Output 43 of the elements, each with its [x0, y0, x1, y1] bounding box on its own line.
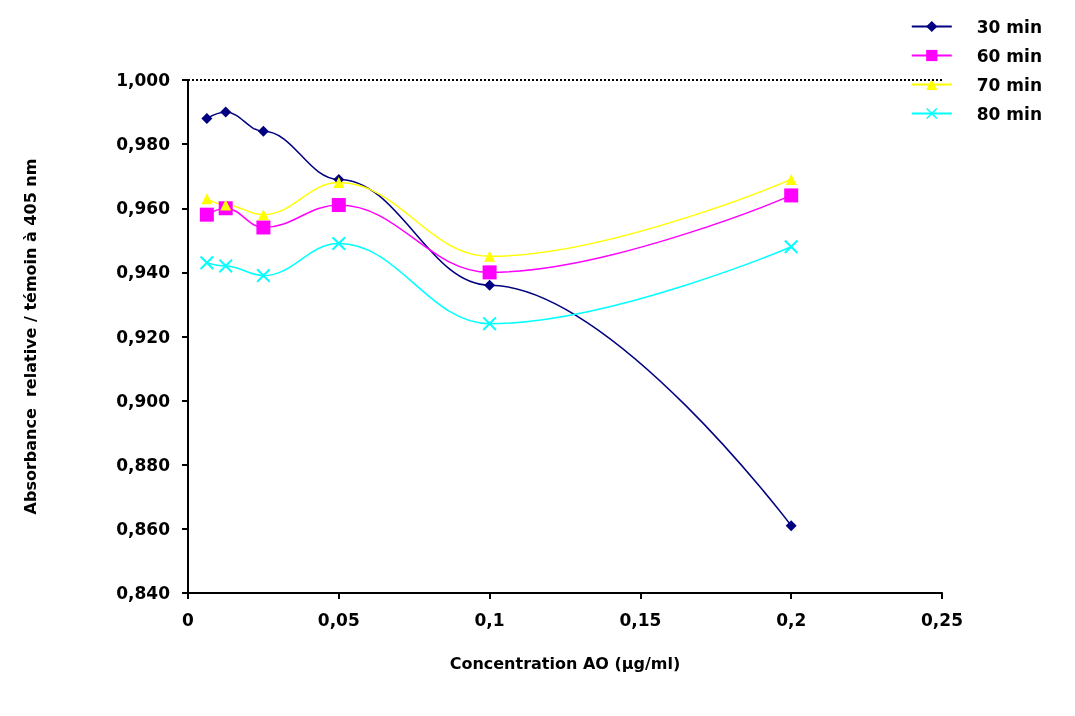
point	[785, 520, 797, 532]
point	[482, 265, 497, 280]
point	[218, 258, 233, 273]
y-tick-label: 0,980	[116, 134, 171, 155]
point	[201, 112, 213, 124]
point	[220, 199, 232, 211]
point	[331, 236, 346, 251]
y-tick-label: 1,000	[116, 70, 171, 90]
y-tick-label: 0,900	[116, 390, 171, 411]
point	[784, 239, 799, 254]
x-tick-label: 0,2	[776, 609, 807, 630]
point	[257, 125, 269, 137]
y-tick-label: 0,940	[116, 262, 171, 283]
point	[331, 198, 346, 213]
y-tick-label: 0,860	[116, 518, 171, 539]
point	[256, 268, 271, 283]
point	[199, 255, 214, 270]
point	[333, 177, 345, 189]
x-tick-label: 0,25	[921, 609, 963, 630]
legend-label: 60 min	[976, 45, 1043, 66]
x-tick-label: 0	[182, 609, 195, 630]
x-axis-title: Concentration AO (µg/ml)	[449, 653, 681, 673]
point	[482, 316, 497, 331]
point	[484, 250, 496, 262]
point	[484, 279, 496, 291]
y-tick-label: 0,880	[116, 454, 171, 475]
legend-label: 70 min	[976, 74, 1043, 95]
legend-label: 80 min	[976, 103, 1043, 124]
point	[785, 173, 797, 185]
y-tick-label: 0,840	[116, 583, 171, 603]
x-tick-label: 0,05	[317, 609, 360, 630]
point	[220, 106, 232, 118]
point	[257, 209, 269, 221]
y-tick-label: 0,920	[116, 326, 171, 347]
y-tick-label: 0,960	[116, 198, 171, 219]
point	[256, 220, 271, 235]
point	[199, 207, 214, 222]
legend-label: 30 min	[976, 16, 1043, 37]
point	[784, 188, 799, 203]
x-tick-label: 0,15	[619, 609, 662, 630]
point	[201, 193, 213, 205]
x-tick-label: 0,1	[474, 609, 505, 630]
y-axis-title: Absorbance relative / témoin à 405 nm	[20, 158, 40, 515]
